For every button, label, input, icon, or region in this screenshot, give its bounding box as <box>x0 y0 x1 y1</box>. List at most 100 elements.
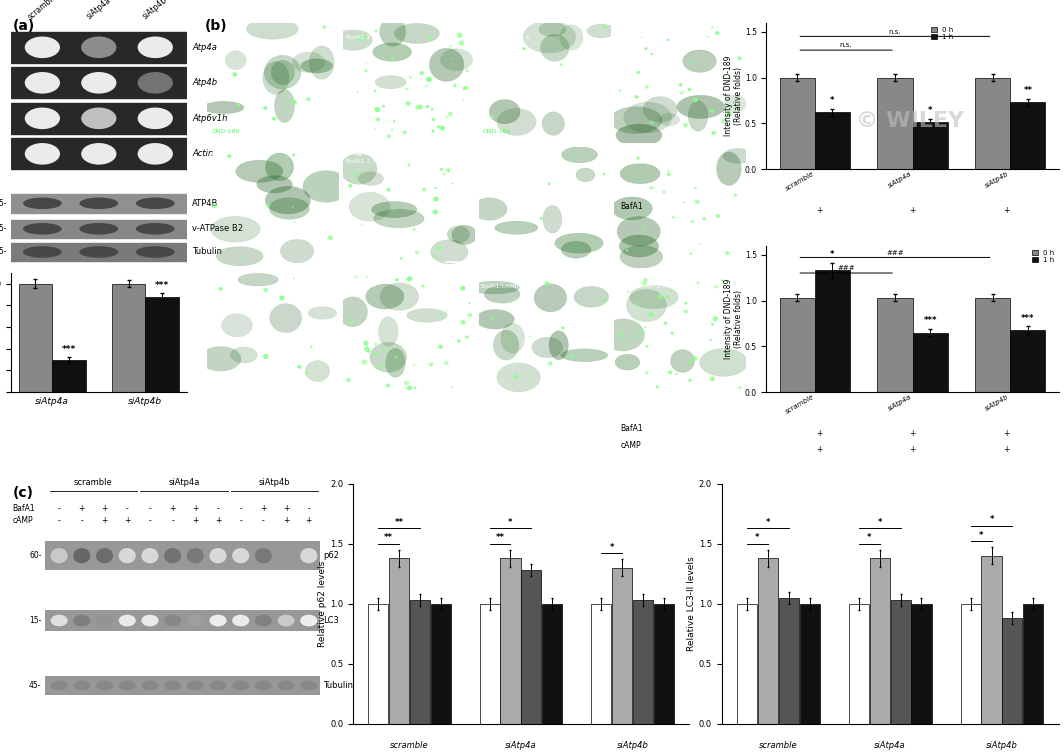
Ellipse shape <box>187 680 204 691</box>
Ellipse shape <box>136 246 174 258</box>
Circle shape <box>708 36 709 38</box>
Circle shape <box>376 118 380 121</box>
Bar <box>146 297 179 392</box>
Ellipse shape <box>137 36 172 58</box>
Bar <box>780 78 815 169</box>
Circle shape <box>734 194 737 197</box>
Bar <box>480 604 500 724</box>
Ellipse shape <box>562 146 598 163</box>
Bar <box>542 604 562 724</box>
Text: -: - <box>217 504 219 513</box>
Bar <box>815 270 850 392</box>
Circle shape <box>465 336 468 339</box>
Circle shape <box>378 365 381 368</box>
Ellipse shape <box>81 108 116 129</box>
Circle shape <box>418 105 422 109</box>
Circle shape <box>642 281 647 287</box>
Bar <box>112 284 146 392</box>
Text: *: * <box>990 516 994 525</box>
Circle shape <box>670 332 675 335</box>
Text: siAtp4b: siAtp4b <box>142 0 169 21</box>
Circle shape <box>458 339 461 342</box>
Ellipse shape <box>254 615 272 627</box>
Circle shape <box>650 121 653 124</box>
Ellipse shape <box>96 615 113 627</box>
Text: +: + <box>910 429 916 438</box>
Bar <box>913 121 948 169</box>
Circle shape <box>628 290 630 293</box>
Circle shape <box>375 128 377 130</box>
Ellipse shape <box>265 186 311 214</box>
Circle shape <box>414 387 416 389</box>
Circle shape <box>570 354 575 358</box>
Circle shape <box>729 106 732 109</box>
Circle shape <box>436 246 442 250</box>
Ellipse shape <box>334 30 372 51</box>
Circle shape <box>635 303 638 306</box>
Circle shape <box>446 116 448 118</box>
Circle shape <box>646 345 648 348</box>
Circle shape <box>409 76 412 78</box>
Circle shape <box>386 134 390 138</box>
Ellipse shape <box>254 548 272 563</box>
Circle shape <box>367 350 370 353</box>
Ellipse shape <box>670 350 695 372</box>
Bar <box>1010 329 1046 392</box>
Circle shape <box>237 104 240 107</box>
Bar <box>11 194 187 213</box>
Circle shape <box>638 329 643 333</box>
Ellipse shape <box>235 160 283 182</box>
Circle shape <box>266 204 270 207</box>
Ellipse shape <box>73 680 90 691</box>
Ellipse shape <box>523 21 576 53</box>
Circle shape <box>390 129 394 130</box>
Circle shape <box>439 125 445 130</box>
Ellipse shape <box>538 22 566 37</box>
Circle shape <box>212 203 217 208</box>
Ellipse shape <box>532 337 563 357</box>
Circle shape <box>302 241 305 243</box>
Ellipse shape <box>447 226 469 243</box>
Bar <box>11 103 187 133</box>
Circle shape <box>689 253 693 255</box>
Ellipse shape <box>380 283 419 311</box>
Ellipse shape <box>200 347 240 371</box>
Circle shape <box>462 100 464 101</box>
Text: Atp4b: Atp4b <box>193 78 217 87</box>
Bar <box>368 604 388 724</box>
Text: +: + <box>261 504 267 513</box>
Ellipse shape <box>80 223 118 234</box>
Text: +: + <box>193 516 199 526</box>
Circle shape <box>438 345 443 349</box>
Circle shape <box>413 228 415 231</box>
Circle shape <box>392 57 396 60</box>
Circle shape <box>727 112 732 117</box>
Bar <box>913 333 948 392</box>
Ellipse shape <box>226 51 246 70</box>
Y-axis label: Intensity of DND-189
(Relative folds): Intensity of DND-189 (Relative folds) <box>724 279 743 359</box>
Ellipse shape <box>543 205 562 233</box>
Circle shape <box>666 38 669 41</box>
Circle shape <box>375 351 379 356</box>
Ellipse shape <box>137 72 172 93</box>
Circle shape <box>656 385 659 388</box>
Circle shape <box>362 360 367 365</box>
Circle shape <box>445 361 449 365</box>
Text: Tubulin: Tubulin <box>323 681 353 690</box>
Ellipse shape <box>612 197 652 220</box>
Circle shape <box>667 173 670 176</box>
Ellipse shape <box>677 95 725 118</box>
Circle shape <box>663 191 666 193</box>
Text: -: - <box>239 504 243 513</box>
Text: +: + <box>283 504 289 513</box>
Circle shape <box>306 97 311 101</box>
Text: (a): (a) <box>13 19 35 33</box>
Circle shape <box>353 179 355 182</box>
Ellipse shape <box>495 221 538 234</box>
Circle shape <box>680 91 683 94</box>
Text: ###: ### <box>886 250 903 256</box>
Text: BafA1/cAMP 0 h: BafA1/cAMP 0 h <box>481 284 531 289</box>
Circle shape <box>459 41 464 46</box>
Bar <box>758 558 778 724</box>
Text: **: ** <box>395 518 403 527</box>
